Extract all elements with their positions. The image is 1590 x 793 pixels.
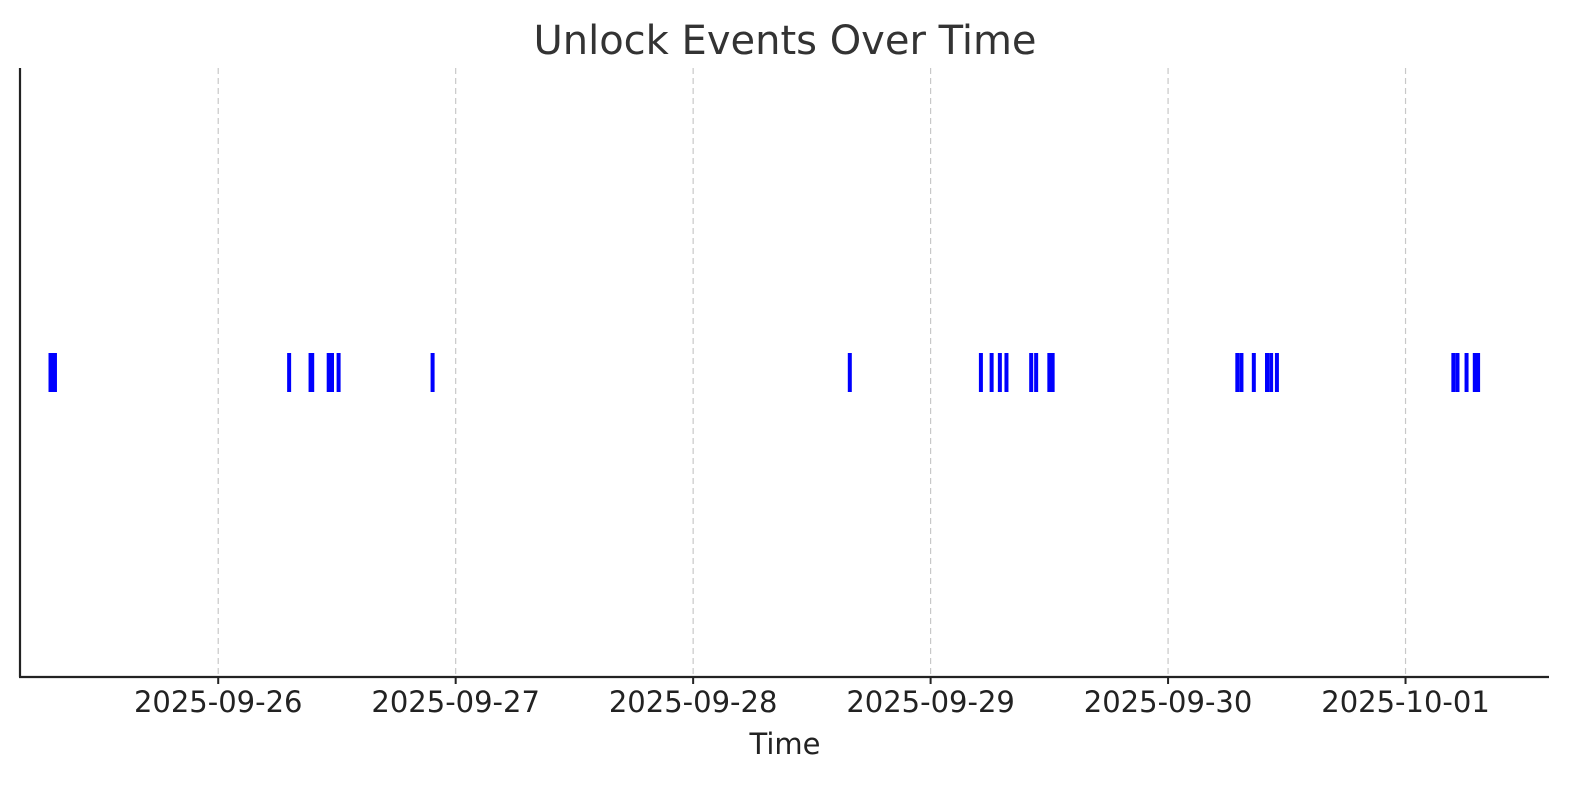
x-axis-ticks: 2025-09-26 2025-09-27 2025-09-28 2025-09-29… [134,677,1490,719]
unlock-event-mark [989,353,994,392]
unlock-event-mark [48,353,53,392]
unlock-event-mark [1265,353,1270,392]
x-tick-label: 2025-09-28 [609,685,778,719]
unlock-event-mark [1050,353,1055,392]
x-tick-label: 2025-10-01 [1321,685,1490,719]
unlock-event-mark [287,353,292,392]
unlock-event-mark [430,353,435,392]
unlock-event-mark [1472,353,1477,392]
chart-title: Unlock Events Over Time [533,18,1036,64]
unlock-event-mark [52,353,57,392]
unlock-event-mark [1047,353,1052,392]
unlock-event-mark [330,353,334,392]
unlock-event-mark [326,353,331,392]
x-tick-label: 2025-09-30 [1084,685,1253,719]
unlock-event-mark [336,353,341,392]
unlock-event-mark [310,353,315,392]
unlock-event-mark [1251,353,1256,392]
x-tick-label: 2025-09-26 [134,685,303,719]
unlock-event-mark [1239,353,1244,392]
unlock-event-mark [978,353,983,392]
unlock-event-mark [1269,353,1274,392]
event-marks [48,353,1481,392]
x-tick-label: 2025-09-27 [371,685,540,719]
unlock-event-mark [1451,353,1456,392]
unlock-event-mark [1235,353,1240,392]
x-tick-label: 2025-09-29 [846,685,1015,719]
unlock-event-mark [1004,353,1009,392]
unlock-event-mark [1029,353,1034,392]
unlock-event-mark [1464,353,1469,392]
unlock-event-mark [1034,353,1039,392]
unlock-event-mark [997,353,1002,392]
grid-lines [217,68,1407,677]
unlock-event-mark [847,353,852,392]
unlock-event-mark [1455,353,1460,392]
unlock-event-mark [1476,353,1481,392]
x-axis-label: Time [749,727,821,761]
unlock-event-mark [1274,353,1279,392]
